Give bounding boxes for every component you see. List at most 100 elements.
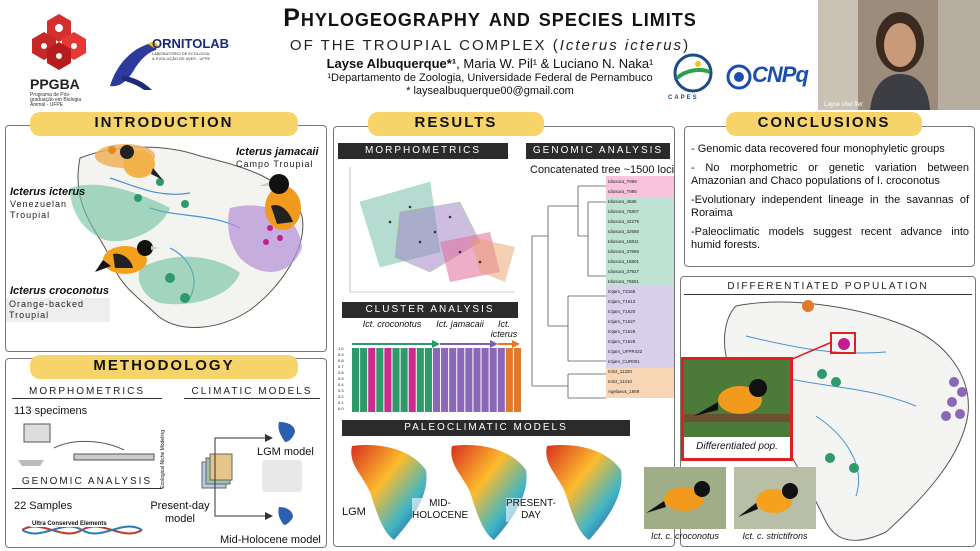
tree-tip-label: Ictjam_CUR001	[608, 359, 640, 364]
tree-tip-label: Idiosora_37866	[608, 249, 640, 254]
inset-photo: Differentiated pop.	[681, 357, 793, 461]
cluster-bar	[368, 348, 376, 412]
cluster-bar	[513, 348, 521, 412]
cluster-bar	[400, 348, 408, 412]
cnpq-logo-icon	[726, 64, 752, 90]
tree-tip-label: Idiosora_75551	[608, 279, 640, 284]
cluster-yaxis: 1.0 0.9 0.8 0.7 0.6 0.5 0.4 0.3 0.2 0.1 0.0	[338, 346, 350, 412]
cluster-bar	[505, 348, 513, 412]
cluster-group-icterus: Ict. icterus	[490, 319, 518, 339]
methods-genomic-label: GENOMIC ANALYSIS	[12, 474, 162, 489]
department: ¹Departamento de Zoologia, Universidade …	[327, 72, 653, 84]
cluster-group-croconotus: Ict. croconotus	[362, 319, 422, 329]
cluster-bar	[449, 348, 457, 412]
tree-tips: Idiosora_T999 Idiosora_T995 Idiosora_4585 I…	[608, 177, 674, 397]
results-morphometrics-label: MORPHOMETRICS	[338, 143, 508, 159]
cluster-ytick: 0.7	[338, 364, 344, 369]
conclusions-list: - Genomic data recovered four monophylet…	[691, 143, 969, 258]
tree-tip-label: Idiosora_37927	[608, 269, 640, 274]
icterus-bird-icon	[115, 140, 163, 184]
cluster-bar	[392, 348, 400, 412]
introduction-banner: INTRODUCTION	[30, 112, 298, 136]
inset-caption: Differentiated pop.	[684, 437, 790, 458]
cluster-ytick: 0.2	[338, 394, 344, 399]
conclusions-banner: CONCLUSIONS	[726, 112, 922, 136]
ppgba-logo	[32, 12, 86, 72]
page-title: Phylogeography and species limits	[283, 4, 697, 32]
tree-tip-label: Ictict_11320	[608, 369, 632, 374]
paleo-present-label: PRESENT-DAY	[506, 498, 557, 522]
cluster-bar	[481, 348, 489, 412]
cnpq-name: CNPq	[752, 62, 809, 87]
tree-tip-label: Ictjam_T1613	[608, 299, 636, 304]
lgm-model-label: LGM model	[257, 446, 314, 458]
methodology-banner: METHODOLOGY	[30, 355, 298, 379]
cluster-ytick: 0.1	[338, 400, 344, 405]
macaw-logo-icon	[102, 36, 162, 92]
cluster-bar	[424, 348, 432, 412]
conclusion-item: - No morphometric or genetic variation b…	[691, 162, 969, 187]
cluster-ytick: 0.5	[338, 376, 344, 381]
cluster-ytick: 0.4	[338, 382, 344, 387]
tree-tip-label: Ictjam_T1620	[608, 309, 636, 314]
tree-tip-label: Ictjam_T1628	[608, 339, 636, 344]
cluster-bar	[408, 348, 416, 412]
common-jamacaii: Campo Troupial	[236, 159, 314, 169]
uce-label: Ultra Conserved Elements	[30, 521, 109, 527]
species-jamacaii: Icterus jamacaii	[236, 146, 319, 158]
species-icterus: Icterus icterus	[10, 186, 86, 198]
conclusion-item: -Paleoclimatic models suggest recent adv…	[691, 226, 969, 251]
capes-name: CAPES	[668, 95, 699, 101]
tree-tip-label: Ictjam_T1627	[608, 319, 636, 324]
methods-morphometrics-label: MORPHOMETRICS	[12, 384, 162, 399]
midholocene-model-label: Mid-Holocene model	[220, 534, 321, 546]
ppgba-subtitle: Programa de Pós-graduação em Biologia An…	[30, 92, 82, 108]
cluster-bar	[489, 348, 497, 412]
page-subtitle: OF THE TROUPIAL COMPLEX (Icterus icterus…	[180, 37, 800, 54]
ppgba-name: PPGBA	[30, 76, 80, 92]
photo-strictifrons	[734, 467, 816, 529]
authors-rest: , Maria W. Pil¹ & Luciano N. Naka¹	[456, 56, 654, 71]
tree-tip-label: Ictjam_T2166	[608, 289, 636, 294]
species-croconotus: Icterus croconotus	[10, 285, 110, 297]
lgm-map-icon	[275, 420, 299, 444]
cluster-bar	[441, 348, 449, 412]
photo-croconotus-caption: Ict. c. croconotus	[650, 531, 720, 541]
subtitle-species: Icterus icterus	[559, 37, 684, 54]
cluster-group-jamacaii: Ict. jamacaii	[436, 319, 484, 329]
tree-tip-label: Idiosora_18801	[608, 259, 640, 264]
niche-axis-label: Ecological Niche Modeling	[160, 430, 166, 489]
cluster-bar	[473, 348, 481, 412]
midholocene-map-icon	[275, 505, 297, 527]
uce-diagram-icon	[21, 514, 162, 546]
ornitolab-subtitle: LABORATÓRIO DE ECOLOGIA & EVOLUÇÃO DE AV…	[152, 51, 211, 61]
tree-tip-label: Idiosora_18811	[608, 239, 639, 244]
results-banner: RESULTS	[368, 112, 544, 136]
paleo-maps	[342, 440, 642, 544]
tree-caption: Concatenated tree ~1500 loci	[530, 164, 675, 176]
subtitle-prefix: OF THE TROUPIAL COMPLEX (	[289, 37, 560, 54]
conclusion-item: - Genomic data recovered four monophylet…	[691, 143, 945, 155]
tree-tip-label: Idiosora_4585	[608, 199, 637, 204]
author-email: * laysealbuquerque00@gmail.com	[406, 85, 574, 97]
cluster-bar	[384, 348, 392, 412]
results-cluster-label: CLUSTER ANALYSIS	[342, 302, 518, 318]
cluster-arrows	[352, 340, 520, 348]
caliper-drawing-icon	[14, 418, 164, 470]
pca-plot	[340, 162, 520, 302]
croconotus-bird-icon	[95, 236, 159, 280]
authors: Layse Albuquerque*¹, Maria W. Pil¹ & Luc…	[180, 56, 800, 71]
cluster-bar	[352, 348, 360, 412]
cluster-bar	[360, 348, 368, 412]
conclusion-item: -Evolutionary independent lineage in the…	[691, 194, 969, 219]
paleo-midholocene-label: MID-HOLOCENE	[412, 498, 469, 522]
present-model-label: Present-day model	[150, 500, 210, 525]
cluster-barplot	[352, 348, 522, 412]
capes-logo-icon	[668, 52, 718, 94]
common-icterus: Venezuelan Troupial	[10, 199, 68, 220]
present-placeholder	[262, 460, 302, 492]
cluster-ytick: 0.9	[338, 352, 344, 357]
tree-tip-label: Idiosora_32656	[608, 229, 640, 234]
method-arrows	[214, 434, 273, 520]
webcam-video: Layse shei ffer	[818, 0, 980, 110]
